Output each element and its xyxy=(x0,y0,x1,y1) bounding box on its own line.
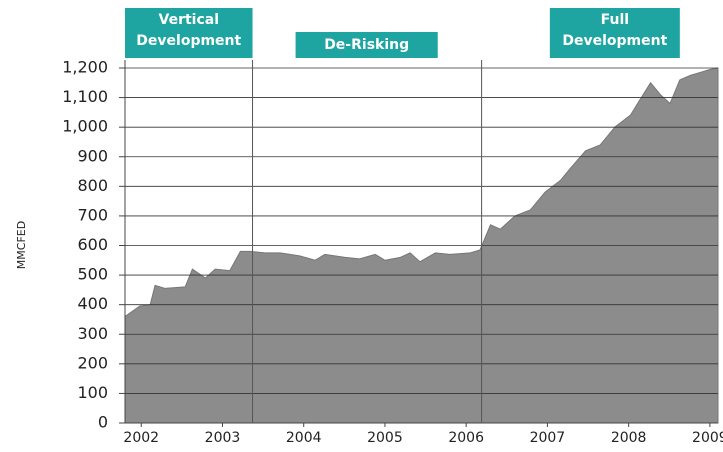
phase-label: De-Risking xyxy=(324,37,409,53)
x-tick-label: 2007 xyxy=(530,430,566,446)
phase-box xyxy=(549,8,680,58)
y-tick-label: 400 xyxy=(77,294,108,313)
y-tick-label: 700 xyxy=(77,205,108,224)
y-tick-label: 1,100 xyxy=(62,87,108,106)
y-tick-label: 300 xyxy=(77,324,108,343)
y-tick-label: 1,000 xyxy=(62,117,108,136)
phase-label: Full xyxy=(601,12,629,28)
x-tick-label: 2004 xyxy=(286,430,322,446)
y-tick-label: 600 xyxy=(77,235,108,254)
phase-label: Development xyxy=(562,33,667,49)
phase-box xyxy=(295,32,438,58)
y-tick-label: 200 xyxy=(77,353,108,372)
x-tick-label: 2003 xyxy=(205,430,241,446)
y-tick-label: 0 xyxy=(98,413,108,432)
y-tick-label: 1,200 xyxy=(62,58,108,77)
x-tick-label: 2008 xyxy=(611,430,647,446)
phase-label: Vertical xyxy=(159,12,220,28)
x-tick-label: 2005 xyxy=(367,430,403,446)
x-tick-label: 2006 xyxy=(448,430,484,446)
y-tick-label: 800 xyxy=(77,176,108,195)
phase-box xyxy=(125,8,253,58)
x-tick-label: 2009 xyxy=(692,430,723,446)
y-tick-label: 900 xyxy=(77,146,108,165)
y-axis-label: MMCFED xyxy=(15,221,28,269)
y-tick-label: 100 xyxy=(77,383,108,402)
y-tick-label: 500 xyxy=(77,265,108,284)
phase-label: Development xyxy=(136,33,241,49)
x-tick-label: 2002 xyxy=(123,430,159,446)
